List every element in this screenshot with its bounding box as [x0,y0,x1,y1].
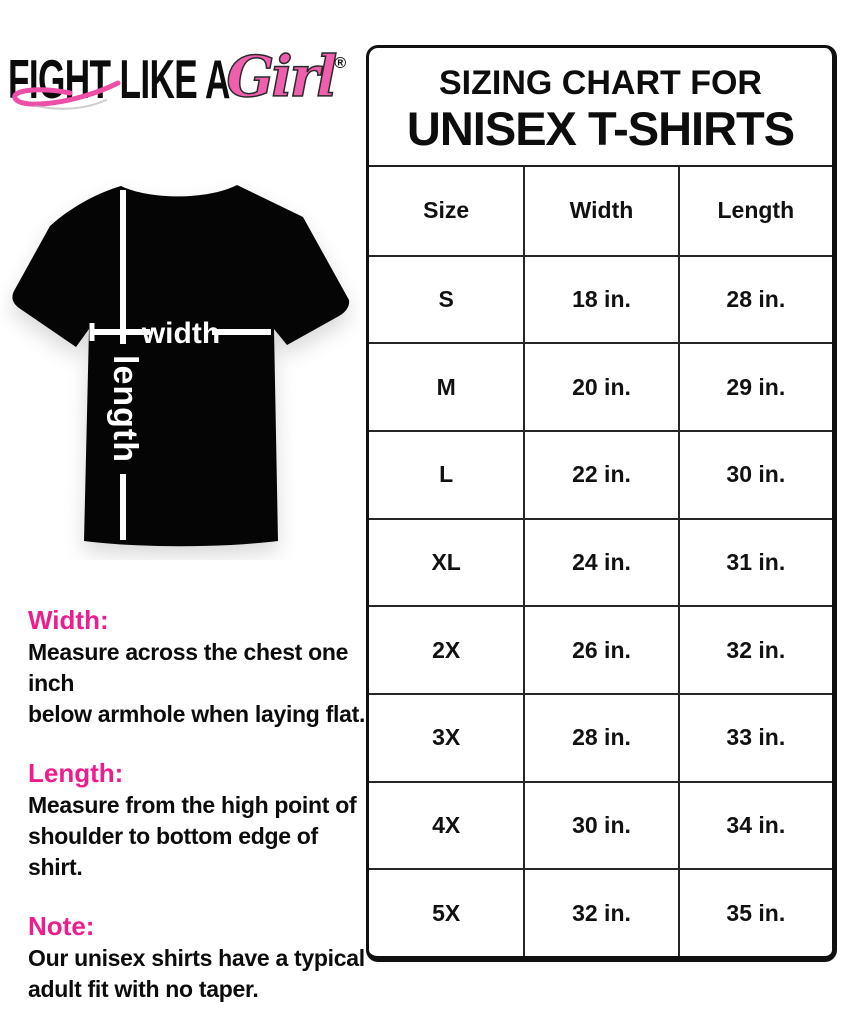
table-grid: Size Width Length S 18 in. 28 in. M 20 i… [369,165,832,956]
column-header-size: Size [423,197,470,224]
width-cell: 28 in. [523,694,677,781]
size-cell: 4X [432,811,461,838]
width-label: width [141,317,220,350]
table-title: SIZING CHART FOR UNISEX T-SHIRTS [369,48,832,165]
size-cell: L [439,461,454,488]
logo-swoosh-icon [12,80,121,110]
logo-text-black: FIGHT LIKE A [8,48,230,110]
length-cell: 33 in. [677,694,832,781]
width-cell: 30 in. [523,782,677,869]
note-length-line2: shoulder to bottom edge of shirt. [28,823,318,880]
note-width-line1: Measure across the chest one inch [28,639,349,696]
tshirt-silhouette [12,185,350,547]
logo-text-script: Girl® [226,44,346,110]
tshirt-diagram: length width [12,185,350,547]
length-cell: 29 in. [677,344,832,430]
table-row: 2X 26 in. 32 in. [369,605,832,693]
length-label: length [106,355,144,463]
length-cell: 31 in. [677,519,832,606]
width-cell: 26 in. [523,607,677,693]
width-cell: 18 in. [523,256,677,343]
length-cell: 32 in. [677,607,832,693]
note-length-line1: Measure from the high point of [28,792,357,818]
length-cell: 34 in. [677,782,832,869]
note-width: Width: Measure across the chest one inch… [28,604,368,730]
size-cell: 5X [432,899,461,926]
measurement-notes: Width: Measure across the chest one inch… [28,604,368,1010]
registered-trademark-icon: ® [334,55,346,72]
note-general-heading: Note: [28,911,95,941]
note-general: Note: Our unisex shirts have a typical a… [28,910,368,1005]
width-cell: 24 in. [523,519,677,606]
table-header-row: Size Width Length [369,167,832,255]
table-row: XL 24 in. 31 in. [369,517,832,606]
length-measure-line: length [106,190,144,540]
column-header-length: Length [677,167,832,255]
note-general-line2: adult fit with no taper. [28,976,259,1002]
width-cell: 20 in. [523,344,677,430]
table-row: 4X 30 in. 34 in. [369,780,832,869]
length-cell: 30 in. [677,431,832,518]
table-title-line2: UNISEX T-SHIRTS [406,101,795,155]
length-cell: 35 in. [677,870,832,956]
note-length: Length: Measure from the high point of s… [28,757,368,883]
width-measure-line: width [89,317,271,350]
size-cell: 2X [432,636,461,663]
table-row: 5X 32 in. 35 in. [369,868,832,956]
table-title-line1: SIZING CHART FOR [439,63,762,102]
table-row: 3X 28 in. 33 in. [369,692,832,781]
brand-logo: FIGHT LIKE AGirl® [8,36,346,109]
size-cell: 3X [432,724,461,751]
table-row: L 22 in. 30 in. [369,429,832,518]
column-header-width: Width [523,167,677,255]
length-cell: 28 in. [677,256,832,343]
note-width-heading: Width: [28,605,109,635]
size-cell: S [438,285,454,312]
width-cell: 32 in. [523,870,677,956]
note-length-heading: Length: [28,758,124,788]
size-cell: XL [431,548,461,575]
table-row: M 20 in. 29 in. [369,342,832,430]
width-cell: 22 in. [523,431,677,518]
note-width-line2: below armhole when laying flat. [28,701,366,727]
note-general-line1: Our unisex shirts have a typical [28,945,365,971]
sizing-table: SIZING CHART FOR UNISEX T-SHIRTS Size Wi… [366,45,837,962]
table-row: S 18 in. 28 in. [369,254,832,343]
size-cell: M [436,373,456,400]
